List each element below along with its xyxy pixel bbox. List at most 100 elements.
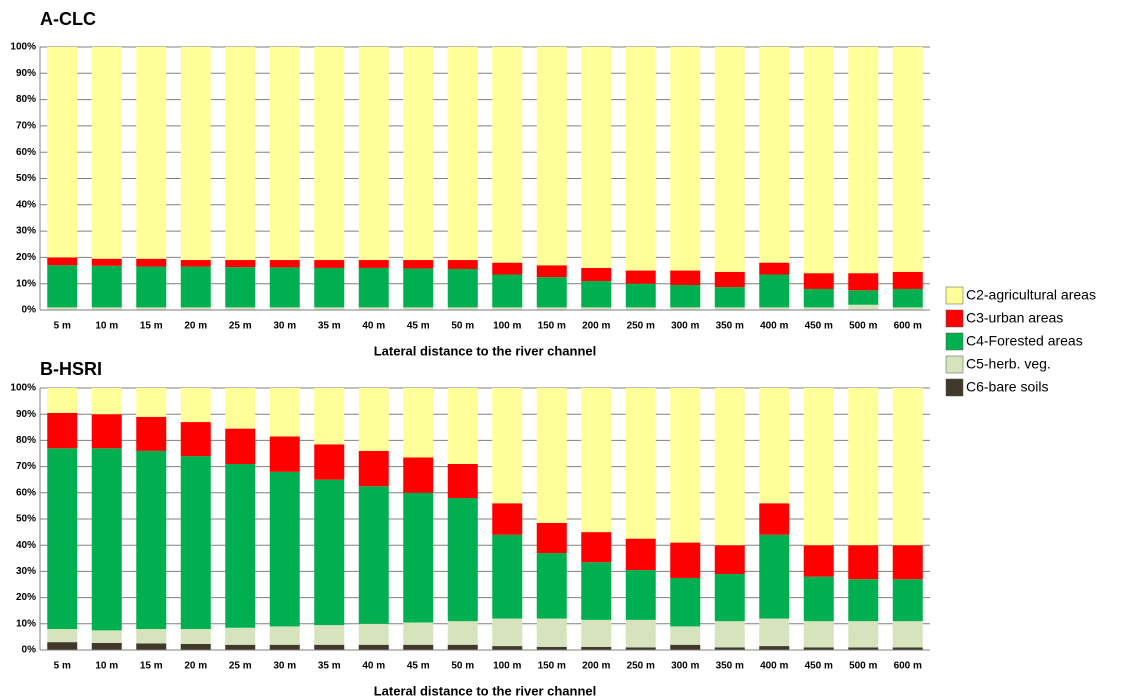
legend-swatch (945, 286, 964, 305)
x-tick-label: 350 m (716, 321, 744, 332)
bar-segment (47, 307, 78, 310)
bar-segment (536, 646, 567, 650)
bar-segment (47, 388, 78, 413)
bar-segment (403, 622, 434, 645)
bar-segment (536, 553, 567, 619)
bar-segment (225, 307, 256, 310)
x-tick-label: 150 m (538, 661, 566, 672)
bar-segment (269, 436, 300, 472)
bar-segment (180, 456, 211, 630)
legend-swatch (945, 309, 964, 328)
bar-segment (670, 388, 701, 543)
legend-swatch (945, 355, 964, 374)
bar-segment (581, 281, 612, 308)
bar-segment (269, 471, 300, 627)
x-axis-label: Lateral distance to the river channel (374, 683, 597, 698)
bar-segment (269, 644, 300, 650)
bar-segment (403, 644, 434, 650)
bar-segment (670, 644, 701, 650)
x-tick-label: 50 m (451, 661, 474, 672)
bar-segment (136, 47, 167, 259)
x-tick-label: 250 m (627, 321, 655, 332)
bar-segment (714, 271, 745, 288)
bar-segment (403, 457, 434, 493)
x-tick-label: 400 m (760, 661, 788, 672)
bar-segment (803, 576, 834, 622)
bar-segment (625, 47, 656, 271)
bar-segment (759, 388, 790, 504)
bar-segment (803, 621, 834, 648)
x-tick-label: 350 m (716, 661, 744, 672)
bar-segment (670, 270, 701, 286)
bar-segment (848, 304, 879, 310)
bar-segment (358, 623, 389, 645)
x-tick-label: 45 m (407, 321, 430, 332)
bar-segment (759, 274, 790, 308)
bar-segment (848, 47, 879, 274)
bar-segment (848, 388, 879, 546)
x-tick-label: 30 m (273, 321, 296, 332)
bar-segment (358, 307, 389, 310)
bar-segment (314, 444, 345, 480)
bar-segment (625, 538, 656, 571)
bar-segment (47, 265, 78, 308)
bar-segment (47, 629, 78, 643)
bar-segment (892, 579, 923, 622)
bar-segment (892, 545, 923, 580)
x-tick-label: 450 m (805, 661, 833, 672)
y-tick-label: 50% (16, 514, 36, 525)
bar-segment (447, 498, 478, 622)
bar-segment (314, 625, 345, 645)
x-tick-label: 40 m (362, 661, 385, 672)
x-tick-label: 10 m (95, 321, 118, 332)
bar-segment (358, 260, 389, 268)
legend-swatch (945, 378, 964, 397)
chart-title: B-HSRI (40, 359, 102, 379)
bar-segment (91, 47, 122, 259)
bar-segment (714, 307, 745, 310)
bar-segment (625, 283, 656, 308)
bar-segment (136, 266, 167, 308)
bar-segment (803, 388, 834, 546)
bar-segment (225, 267, 256, 308)
x-tick-label: 15 m (140, 321, 163, 332)
bar-segment (714, 287, 745, 308)
bar-segment (269, 47, 300, 261)
bar-segment (581, 532, 612, 563)
bar-segment (714, 574, 745, 622)
y-tick-label: 100% (10, 383, 36, 394)
y-tick-label: 50% (16, 173, 36, 184)
x-tick-label: 35 m (318, 661, 341, 672)
bar-segment (91, 258, 122, 266)
bar-segment (625, 647, 656, 650)
bar-segment (892, 47, 923, 272)
bar-segment (180, 643, 211, 650)
bar-segment (47, 257, 78, 266)
bar-segment (447, 388, 478, 464)
bar-segment (759, 534, 790, 619)
bar-segment (492, 307, 523, 310)
y-tick-label: 20% (16, 592, 36, 603)
bar-segment (358, 388, 389, 451)
x-tick-label: 35 m (318, 321, 341, 332)
bar-segment (714, 47, 745, 272)
bar-segment (180, 388, 211, 423)
y-tick-label: 60% (16, 487, 36, 498)
bar-segment (492, 503, 523, 535)
bar-segment (536, 265, 567, 278)
bar-segment (225, 463, 256, 628)
bar-segment (47, 448, 78, 630)
x-tick-label: 45 m (407, 661, 430, 672)
bar-segment (136, 629, 167, 644)
bar-segment (714, 545, 745, 575)
bar-segment (136, 258, 167, 267)
y-tick-label: 0% (22, 305, 37, 316)
bar-segment (269, 267, 300, 308)
bar-segment (670, 285, 701, 308)
bar-segment (492, 47, 523, 263)
bar-segment (180, 266, 211, 308)
bar-segment (447, 621, 478, 645)
bar-segment (803, 47, 834, 274)
y-tick-label: 40% (16, 540, 36, 551)
